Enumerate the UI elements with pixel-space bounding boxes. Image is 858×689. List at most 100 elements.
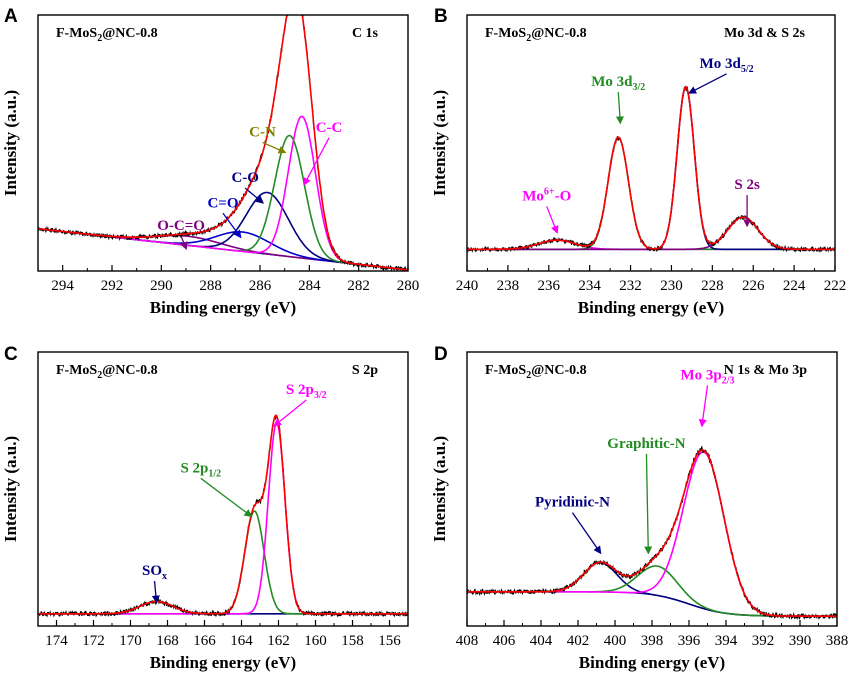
x-tick-label: 404 (530, 633, 553, 649)
fit-peak-3 (38, 421, 408, 615)
x-tick-label: 240 (456, 278, 479, 294)
x-tick-label: 398 (641, 633, 664, 649)
peak-annotation-1: Mo6+-O (522, 186, 571, 204)
x-tick-label: 156 (378, 633, 401, 649)
y-axis-label: Intensity (a.u.) (1, 436, 20, 542)
x-tick-label: 158 (341, 633, 364, 649)
x-tick-label: 230 (660, 278, 683, 294)
peak-annotation-1: SOx (142, 563, 167, 582)
peak-annotation-2: Graphitic-N (607, 436, 685, 452)
x-tick-label: 164 (230, 633, 253, 649)
x-tick-label: 284 (298, 278, 321, 294)
panel-label: D (434, 344, 448, 365)
x-axis-label: Binding energy (eV) (150, 653, 296, 672)
x-tick-label: 226 (742, 278, 765, 294)
sample-name: F-MoS2@NC-0.8 (485, 26, 587, 44)
peak-annotation-1: Pyridinic-N (535, 495, 610, 511)
peak-annotation-2: Mo 3d3/2 (591, 74, 645, 93)
x-tick-label: 232 (619, 278, 642, 294)
peak-annotation-1: O-C=O (157, 218, 205, 234)
annotation-arrow (644, 453, 653, 555)
plot-frame (466, 14, 836, 272)
region-label: N 1s & Mo 3p (724, 363, 807, 378)
x-tick-label: 228 (701, 278, 724, 294)
sample-name: F-MoS2@NC-0.8 (56, 26, 158, 44)
y-axis-label: Intensity (a.u.) (430, 436, 449, 542)
annotation-arrow (615, 92, 624, 125)
annotation-arrow (222, 212, 242, 239)
x-tick-label: 282 (347, 278, 370, 294)
x-tick-label: 280 (397, 278, 420, 294)
envelope-fit-line (467, 86, 835, 251)
panel-label: B (434, 6, 448, 27)
background-line (467, 591, 837, 617)
fit-peak-1 (38, 600, 408, 615)
region-label: C 1s (352, 26, 379, 41)
x-tick-label: 394 (715, 633, 738, 649)
x-tick-label: 222 (824, 278, 847, 294)
sample-name: F-MoS2@NC-0.8 (485, 363, 587, 381)
x-tick-label: 174 (45, 633, 68, 649)
x-tick-label: 170 (119, 633, 142, 649)
sample-name: F-MoS2@NC-0.8 (56, 363, 158, 381)
x-tick-label: 390 (789, 633, 812, 649)
x-tick-label: 238 (497, 278, 520, 294)
x-tick-label: 286 (249, 278, 272, 294)
annotation-arrow (262, 141, 287, 154)
x-axis-label: Binding energy (eV) (579, 653, 725, 672)
annotation-arrow (303, 137, 330, 186)
fit-peak-3 (467, 86, 835, 251)
x-tick-label: 402 (567, 633, 590, 649)
peak-annotation-2: C=O (207, 195, 238, 211)
plot-frame (37, 14, 409, 272)
annotation-arrow (698, 385, 709, 428)
x-tick-label: 388 (826, 633, 849, 649)
annotation-arrow (688, 73, 727, 94)
region-label: S 2p (352, 363, 378, 378)
x-tick-label: 224 (783, 278, 806, 294)
peak-annotation-3: Mo 3d5/2 (700, 56, 754, 75)
annotation-arrow (571, 512, 602, 555)
annotation-arrow (546, 206, 559, 235)
annotation-arrow (273, 399, 307, 427)
raw-data-line (467, 446, 837, 621)
x-tick-label: 408 (456, 633, 479, 649)
x-tick-label: 290 (150, 278, 173, 294)
panel-b-mo3d-s2s: 240 238 236 234 232 230 228 226 224 222 Binding en… (430, 6, 846, 317)
annotation-arrow (244, 187, 265, 204)
x-axis-label: Binding energy (eV) (150, 298, 296, 317)
raw-data-line (467, 85, 835, 254)
peak-annotation-4: S 2s (734, 177, 760, 193)
panel-label: C (4, 344, 18, 365)
fit-peak-2 (38, 510, 408, 615)
plot-frame (466, 351, 838, 627)
panel-label: A (4, 6, 18, 27)
panel-c-s2p: 174 172 170 168 166 164 162 160 158 156 Binding en… (1, 344, 409, 672)
x-tick-label: 160 (304, 633, 327, 649)
raw-data-line (38, 414, 408, 618)
peak-annotation-3: C-O (231, 170, 259, 186)
x-tick-label: 234 (578, 278, 601, 294)
fit-peak-4 (467, 216, 835, 251)
panel-d-n1s-mo3p: 408 406 404 402 400 398 396 394 392 390 388 Binding… (430, 344, 848, 672)
y-axis-label: Intensity (a.u.) (1, 90, 20, 196)
peak-annotation-3: Mo 3p2/3 (680, 367, 734, 386)
region-label: Mo 3d & S 2s (724, 26, 805, 41)
peak-annotation-4: C-N (249, 124, 276, 140)
plot-frame (37, 351, 409, 627)
x-tick-label: 292 (101, 278, 124, 294)
x-tick-label: 288 (199, 278, 222, 294)
peak-annotation-3: S 2p3/2 (286, 382, 327, 401)
annotation-arrow (200, 477, 253, 518)
x-tick-label: 396 (678, 633, 701, 649)
x-tick-label: 168 (156, 633, 179, 649)
x-axis-label: Binding energy (eV) (578, 298, 724, 317)
peak-annotation-2: S 2p1/2 (180, 460, 221, 479)
x-tick-label: 400 (604, 633, 627, 649)
x-tick-label: 406 (493, 633, 516, 649)
x-tick-label: 166 (193, 633, 216, 649)
envelope-fit-line (38, 15, 408, 271)
envelope-fit-line (38, 414, 408, 615)
y-axis-label: Intensity (a.u.) (430, 90, 449, 196)
